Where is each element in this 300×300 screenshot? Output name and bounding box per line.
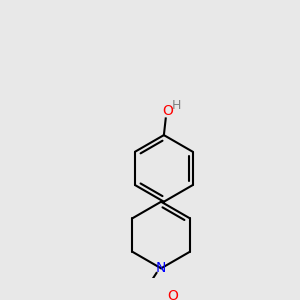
Text: O: O bbox=[167, 289, 178, 300]
Text: H: H bbox=[172, 99, 182, 112]
Text: O: O bbox=[162, 104, 173, 118]
Text: N: N bbox=[156, 261, 166, 275]
